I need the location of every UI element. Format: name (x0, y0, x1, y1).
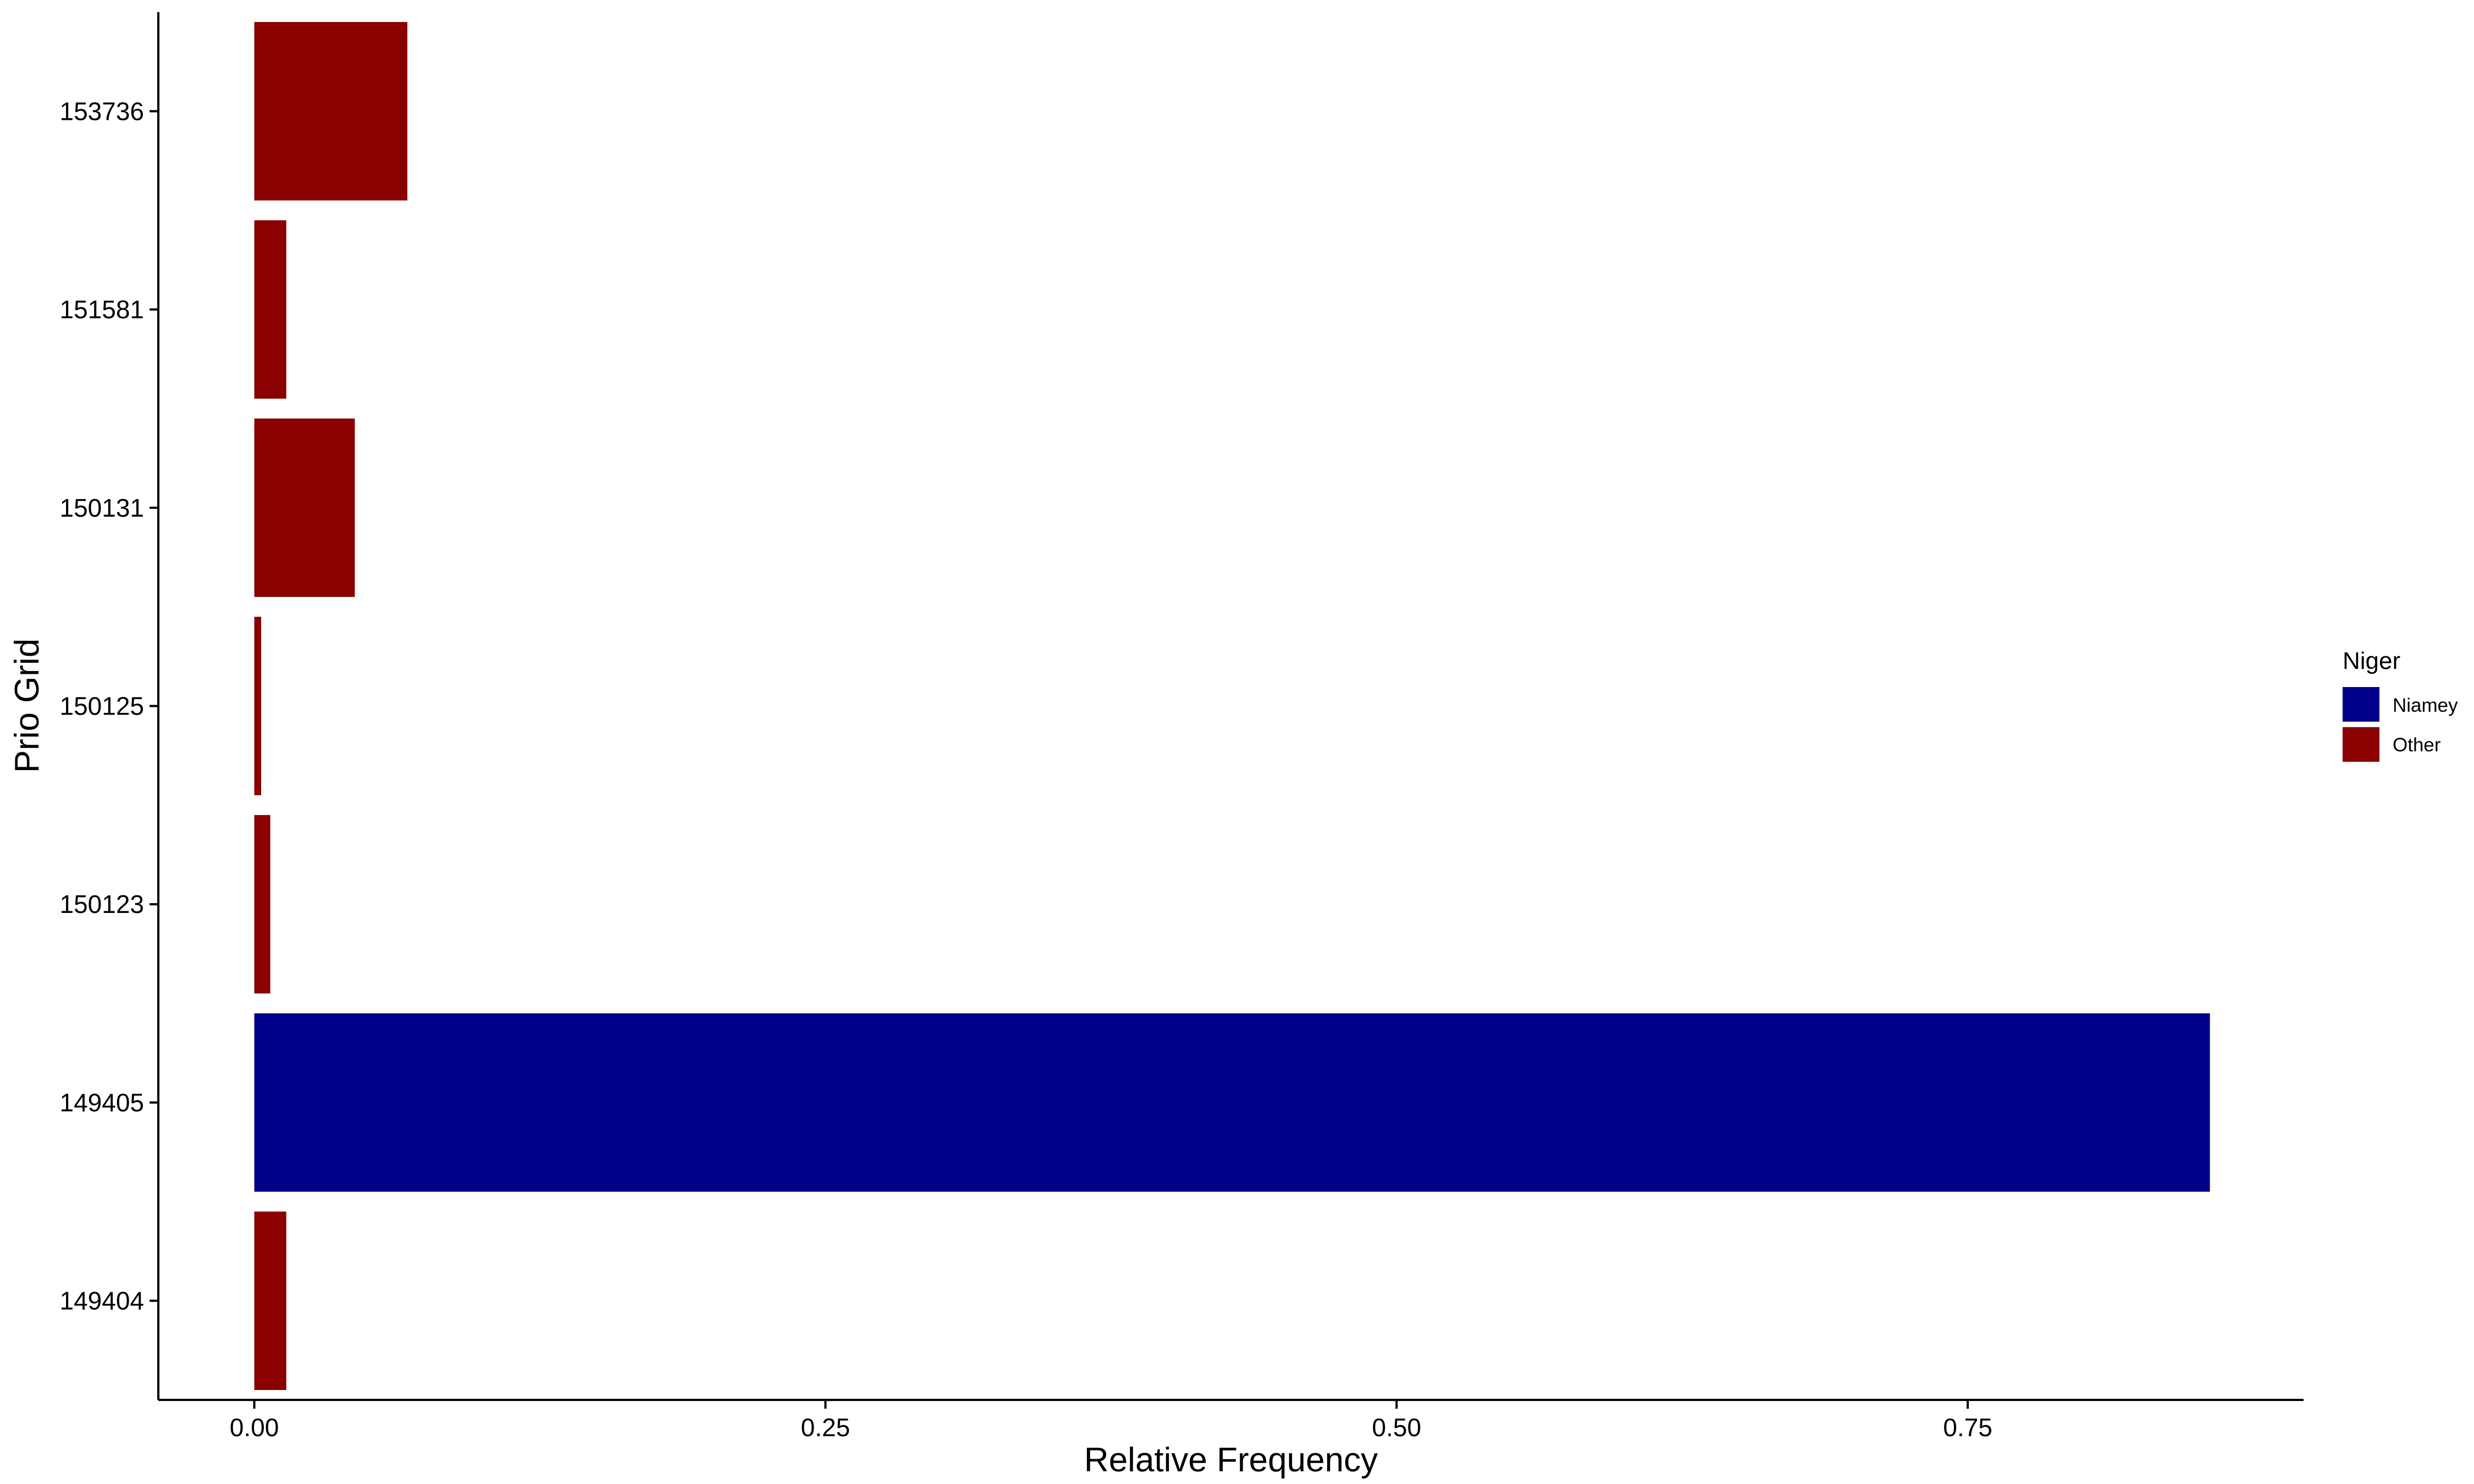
y-tick-label-151581: 151581 (60, 295, 145, 324)
x-axis-title: Relative Frequency (1084, 1441, 1378, 1479)
bar-150123 (254, 815, 270, 994)
bar-153736 (254, 22, 407, 201)
legend-title: Niger (2343, 647, 2400, 674)
legend-label-niamey: Niamey (2393, 695, 2458, 716)
legend-key-niamey (2343, 687, 2379, 722)
bars-layer (254, 22, 2210, 1390)
y-tick-label-150131: 150131 (60, 494, 145, 522)
x-tick-label-0: 0.00 (230, 1413, 279, 1442)
bar-150125 (254, 617, 261, 795)
y-tick-label-149405: 149405 (60, 1088, 145, 1117)
x-tick-label-2: 0.50 (1372, 1413, 1422, 1442)
bar-149404 (254, 1211, 286, 1390)
bar-149405 (254, 1013, 2210, 1192)
x-axis-ticks: 0.00 0.25 0.50 0.75 (230, 1400, 1992, 1442)
bar-151581 (254, 220, 286, 399)
legend: Niger Niamey Other (2343, 647, 2458, 762)
y-tick-label-149404: 149404 (60, 1287, 145, 1315)
x-tick-label-3: 0.75 (1943, 1413, 1992, 1442)
y-tick-label-153736: 153736 (60, 97, 145, 125)
y-tick-label-150123: 150123 (60, 890, 145, 918)
y-axis-title: Prio Grid (8, 639, 46, 773)
x-tick-label-1: 0.25 (801, 1413, 851, 1442)
y-tick-label-150125: 150125 (60, 692, 145, 721)
y-axis-ticks: 153736 151581 150131 150125 150123 149405 1494… (60, 97, 158, 1315)
legend-key-other (2343, 727, 2379, 762)
legend-label-other: Other (2393, 734, 2441, 756)
bar-150131 (254, 418, 355, 597)
